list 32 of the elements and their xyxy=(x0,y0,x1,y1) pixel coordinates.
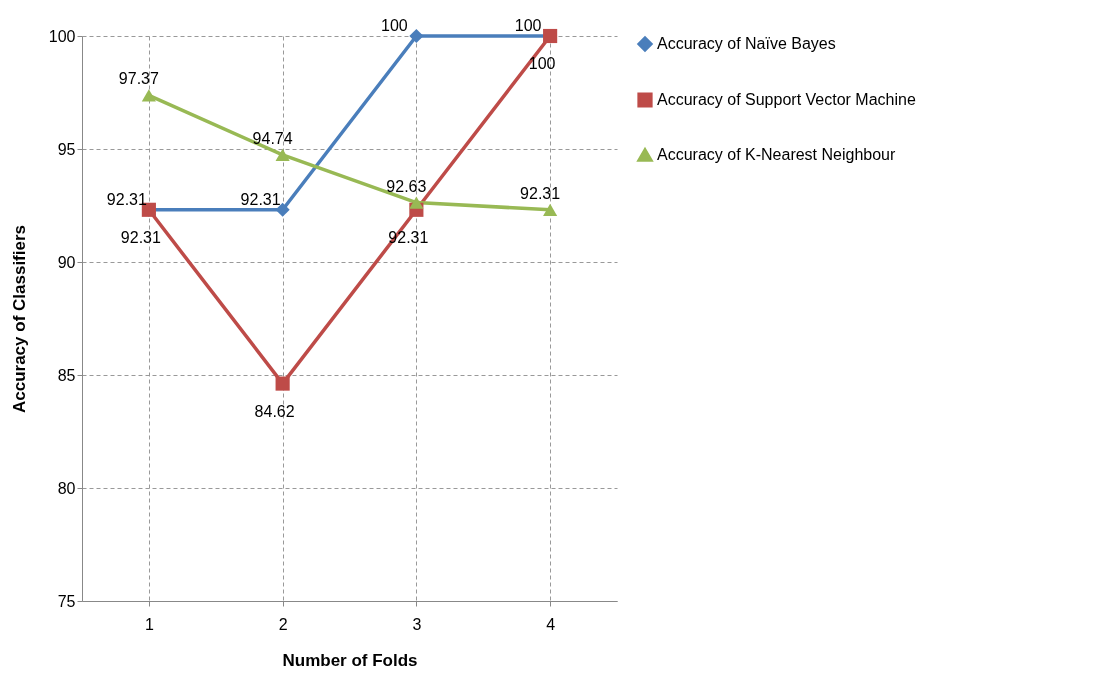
y-tick-label: 100 xyxy=(48,27,76,45)
y-axis-title: Accuracy of Classifiers xyxy=(9,224,29,414)
data-label: 100 xyxy=(381,17,408,34)
legend-label: Accuracy of Naïve Bayes xyxy=(657,35,836,52)
x-tick-label: 2 xyxy=(278,615,288,633)
data-label: 97.37 xyxy=(118,70,159,88)
point xyxy=(543,203,558,216)
x-axis-title: Number of Folds xyxy=(282,650,418,670)
data-label: 92.63 xyxy=(386,177,427,195)
point xyxy=(141,89,156,102)
data-label: 92.31 xyxy=(106,190,147,208)
data-label: 92.31 xyxy=(520,184,561,202)
data-label: 92.31 xyxy=(240,190,281,208)
data-label: 94.74 xyxy=(252,129,293,147)
legend-label: Accuracy of Support Vector Machine xyxy=(657,91,916,108)
point xyxy=(275,376,290,391)
y-tick-label: 95 xyxy=(57,140,76,158)
data-label: 100 xyxy=(514,17,542,34)
point xyxy=(409,28,424,44)
x-tick-label: 1 xyxy=(144,615,154,633)
x-tick-label: 4 xyxy=(546,615,556,633)
y-tick-label: 85 xyxy=(57,366,76,384)
y-tick-label: 80 xyxy=(57,479,76,497)
legend-label: Accuracy of K-Nearest Neighbour xyxy=(657,146,896,163)
data-label: 100 xyxy=(528,55,556,72)
y-tick-label: 75 xyxy=(57,592,76,610)
point xyxy=(275,148,290,161)
data-label: 84.62 xyxy=(254,402,295,420)
y-tick-label: 90 xyxy=(57,253,76,271)
x-tick-label: 3 xyxy=(412,615,422,633)
point xyxy=(409,196,424,209)
data-label: 92.31 xyxy=(120,228,161,246)
